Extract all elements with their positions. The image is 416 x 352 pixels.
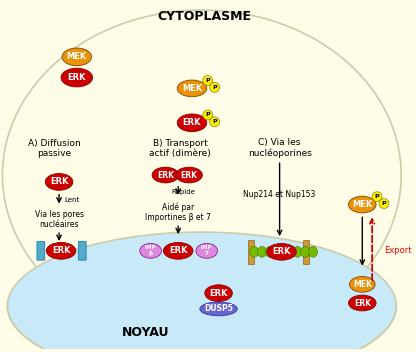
Text: Nup214 et Nup153: Nup214 et Nup153 [243,190,316,199]
Ellipse shape [176,167,202,183]
Bar [248,240,254,264]
Text: CYTOPLASME: CYTOPLASME [158,10,252,23]
Text: IMP
7: IMP 7 [201,245,213,256]
Text: P: P [375,194,379,199]
Ellipse shape [200,302,237,316]
Ellipse shape [140,244,161,258]
Ellipse shape [293,246,302,257]
Circle shape [379,199,389,208]
Ellipse shape [163,243,193,259]
Ellipse shape [177,80,207,97]
Ellipse shape [258,246,266,257]
Ellipse shape [205,285,233,302]
Ellipse shape [265,246,274,257]
Text: NOYAU: NOYAU [122,326,169,339]
Text: Lent: Lent [64,197,79,203]
Ellipse shape [250,246,258,257]
Text: A) Diffusion
passive: A) Diffusion passive [28,139,81,158]
Text: P: P [212,85,217,90]
Text: MEK: MEK [352,200,372,209]
Ellipse shape [46,243,76,259]
Text: DUSP5: DUSP5 [204,304,233,313]
Text: P: P [206,112,210,118]
FancyBboxPatch shape [37,241,45,260]
Ellipse shape [301,246,310,257]
Text: P: P [381,201,386,206]
Text: ERK: ERK [67,73,86,82]
Ellipse shape [62,48,92,66]
Text: IMP
β: IMP β [145,245,156,256]
Circle shape [203,76,213,86]
FancyBboxPatch shape [78,241,86,260]
Text: Aidé par
Importines β et 7: Aidé par Importines β et 7 [145,202,211,222]
Ellipse shape [152,167,179,183]
Text: ERK: ERK [50,177,68,187]
Ellipse shape [7,232,396,352]
Ellipse shape [349,295,376,311]
Text: P: P [212,119,217,124]
Ellipse shape [349,196,376,213]
Text: ERK: ERK [169,246,188,255]
Circle shape [372,192,382,202]
Text: Via les pores
nucléaires: Via les pores nucléaires [35,210,84,229]
Ellipse shape [196,244,218,258]
Text: Rapide: Rapide [171,189,195,195]
Circle shape [203,110,213,120]
Text: ERK: ERK [52,246,70,255]
Ellipse shape [309,246,317,257]
Text: ERK: ERK [183,118,201,127]
Text: B) Transport
actif (dimère): B) Transport actif (dimère) [149,139,211,158]
Ellipse shape [61,68,92,87]
Text: ERK: ERK [209,289,228,298]
Text: Export: Export [384,246,411,255]
Circle shape [210,117,220,127]
Ellipse shape [267,244,296,260]
Text: ERK: ERK [354,298,371,308]
Ellipse shape [177,114,207,132]
Text: ERK: ERK [157,170,174,180]
Text: P: P [206,78,210,83]
Text: C) Via les
nucléoporines: C) Via les nucléoporines [248,138,312,158]
Text: MEK: MEK [182,84,202,93]
Ellipse shape [349,276,375,292]
Text: ERK: ERK [272,247,291,256]
Ellipse shape [2,10,401,340]
Text: MEK: MEK [67,52,87,61]
Ellipse shape [45,174,73,190]
Circle shape [210,82,220,92]
Bar [303,240,309,264]
Text: ERK: ERK [181,170,198,180]
Text: MEK: MEK [353,280,372,289]
